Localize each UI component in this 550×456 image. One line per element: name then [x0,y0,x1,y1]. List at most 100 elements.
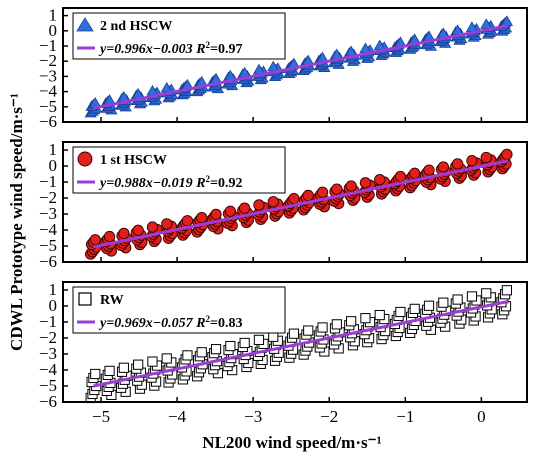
y-tick-label: −2 [39,51,57,70]
data-point [161,353,172,364]
legend-series-name: 2 nd HSCW [100,19,172,34]
data-point [395,306,406,318]
legend-fit-equation: y=0.988x−0.019 R2=0.92 [98,174,243,191]
fit-line [93,300,509,388]
y-tick-label: −3 [39,66,57,85]
panel-top: 10−1−2−3−4−5−6 2 nd HSCW y=0.996x−0.003 R2… [39,6,528,131]
data-point [360,313,371,324]
data-point [89,234,101,246]
legend-box [72,12,286,60]
axes-frame [62,281,528,403]
data-point [501,285,513,296]
y-tick-label: −4 [39,82,58,101]
y-tick-label: −6 [39,392,57,411]
data-point [346,316,357,327]
y-tick-label: −6 [39,112,57,131]
x-tick-label: −5 [92,407,110,426]
data-point [316,186,329,198]
y-tick-label: −1 [39,172,57,191]
fit-line [93,24,509,110]
legend-series-name: 1 st HSCW [100,153,167,168]
data-point [239,337,250,349]
data-point [359,177,372,189]
data-point [196,347,207,358]
axes-frame [62,7,528,123]
data-point [146,221,159,233]
x-axis-label: NL200 wind speed/m·s⁻¹ [202,433,381,452]
y-tick-label: −4 [39,220,58,239]
legend-box [72,146,286,194]
data-point [225,340,236,352]
axes-frame [62,141,528,263]
y-tick-label: −3 [39,204,57,223]
data-point [423,300,435,311]
data-point [118,227,130,240]
data-point [90,368,101,380]
panel-middle: 10−1−2−3−4−5−6 1 st HSCW y=0.988x−0.019 R2… [39,140,528,271]
legend-marker [77,151,93,167]
data-point [288,192,300,205]
data-point [182,350,193,361]
legend-box [72,286,286,334]
y-tick-label: 0 [49,21,58,40]
data-point [288,328,300,339]
x-tick-label: −4 [168,407,187,426]
data-point [423,164,435,176]
y-tick-label: 1 [49,280,58,299]
legend-marker [78,292,92,306]
data-point [374,174,386,186]
y-axis-label: CDWL Prototype wind speed/m·s⁻¹ [7,93,26,351]
x-tick-label: 0 [477,407,486,426]
legend: 1 st HSCW y=0.988x−0.019 R2=0.92 [72,146,286,194]
data-point [466,155,478,167]
data-point [238,202,251,214]
legend-series-name: RW [100,293,124,308]
y-tick-label: −1 [39,312,57,331]
y-tick-label: 0 [49,296,58,315]
data-point [394,170,407,183]
y-tick-label: −5 [39,376,57,395]
data-point [224,205,236,217]
y-tick-label: −3 [39,344,57,363]
data-point [268,331,279,342]
y-tick-label: −5 [39,97,57,116]
y-tick-label: −1 [39,36,57,55]
data-point [210,344,222,355]
legend-marker [76,17,94,32]
legend: RW y=0.969x−0.057 R2=0.83 [72,286,286,334]
data-point [132,224,144,236]
data-point [161,218,173,230]
data-point [267,196,279,208]
data-point [317,322,328,333]
x-tick-label: −3 [244,407,262,426]
data-point [133,359,144,370]
data-point [253,334,265,345]
data-point [331,183,343,195]
data-point [303,325,314,336]
data-point [345,180,357,192]
data-point [210,208,222,221]
y-tick-label: 0 [49,156,58,175]
data-point [481,288,492,299]
data-point [452,294,463,305]
data-point [181,215,194,227]
data-point [409,303,420,314]
data-point [118,362,129,373]
data-point [501,148,513,161]
y-tick-label: −2 [39,188,57,207]
data-point [331,319,342,330]
data-point [374,309,385,321]
y-tick-label: −2 [39,328,57,347]
y-tick-label: 1 [49,6,58,25]
legend-fit-equation: y=0.996x−0.003 R2=0.97 [98,40,243,57]
legend-fit-equation: y=0.969x−0.057 R2=0.83 [98,314,243,331]
data-point [253,199,265,211]
y-tick-label: −4 [39,360,58,379]
data-point [480,151,492,164]
y-tick-label: 1 [49,140,58,159]
data-point [103,230,116,243]
data-point [104,365,115,376]
y-tick-label: −6 [39,252,57,271]
data-point [437,161,449,173]
